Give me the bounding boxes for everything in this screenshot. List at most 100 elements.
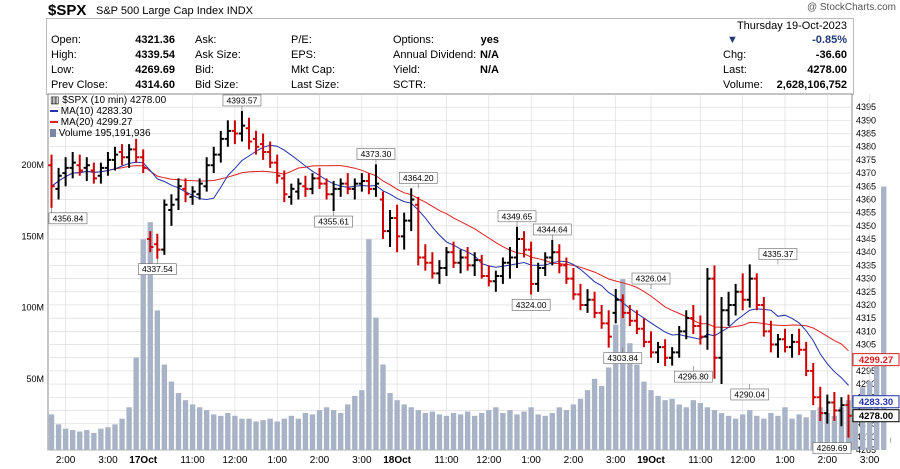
price-tick-label: 4295 — [856, 366, 876, 376]
volume-bar — [443, 415, 450, 450]
annotation-label: 4326.04 — [636, 274, 667, 284]
ma10-line — [51, 144, 849, 386]
volume-bar — [761, 418, 767, 450]
ohlc-bar — [238, 110, 246, 142]
quote-panel: Open: 4321.36 High: 4339.54 Low: 4269.69… — [46, 18, 854, 95]
volume-bar — [782, 407, 788, 450]
ohlc-bar-stroke — [534, 262, 542, 292]
volume-bar — [112, 424, 118, 450]
volume-bar — [549, 412, 555, 450]
exchange-label: INDX — [226, 5, 253, 17]
ohlc-bar-stroke — [753, 273, 760, 311]
low-value: 4269.69 — [135, 64, 175, 76]
x-tick-label: 1:00 — [521, 455, 541, 466]
ohlc-bar-stroke — [711, 265, 718, 379]
ohlc-bar — [104, 152, 112, 176]
ohlc-bar-stroke — [612, 289, 619, 324]
price-tick-label: 4265 — [856, 445, 876, 455]
annotation-label: 4269.69 — [817, 443, 848, 453]
ohlc-bar-stroke — [838, 397, 845, 427]
ohlc-bar — [288, 183, 295, 205]
ohlc-bar-stroke — [542, 252, 549, 276]
annotation-label: 4393.57 — [227, 95, 258, 105]
volume-tick-label: 200M — [21, 160, 44, 170]
ohlc-bar-stroke — [330, 181, 337, 212]
x-tick-label: 2:00 — [310, 455, 330, 466]
price-tick-label: 4370 — [856, 168, 876, 178]
ohlc-bar-stroke — [795, 328, 803, 356]
ohlc-bar — [605, 310, 612, 348]
ohlc-bar — [810, 362, 817, 406]
ohlc-bar-stroke — [48, 154, 55, 208]
eps-label: EPS: — [291, 49, 317, 61]
ohlc-bar — [295, 178, 302, 200]
ohlc-bar-stroke — [316, 167, 323, 189]
ohlc-bar — [570, 268, 577, 300]
price-tick-label: 4345 — [856, 234, 876, 244]
open-value: 4321.36 — [135, 34, 175, 46]
ohlc-bar-stroke — [189, 186, 196, 205]
annotation-label: 4337.54 — [142, 264, 173, 274]
ohlc-bar-stroke — [732, 283, 739, 316]
price-tick-label: 4355 — [856, 208, 876, 218]
ohlc-bar-stroke — [351, 178, 358, 200]
volume-bar — [662, 400, 668, 450]
volume-bar — [563, 410, 570, 450]
ohlc-bar-stroke — [62, 157, 69, 187]
volume-bar — [838, 407, 845, 450]
price-tick-label: 4330 — [856, 274, 876, 284]
ohlc-bar-stroke — [154, 233, 161, 259]
ohlc-bar-stroke — [598, 304, 605, 329]
chg-value: -36.60 — [815, 49, 847, 61]
ohlc-bar-stroke — [570, 268, 577, 300]
volume-bar — [648, 390, 654, 450]
price-tick-label: 4325 — [856, 287, 876, 297]
ohlc-bar-stroke — [633, 310, 641, 334]
ohlc-bar-stroke — [132, 138, 140, 163]
ohlc-bar-stroke — [781, 328, 789, 353]
down-arrow-icon: ▼ — [727, 34, 738, 46]
ohlc-bar — [640, 318, 648, 348]
annotation-box — [356, 148, 396, 160]
legend-price-text: $SPX (10 min) 4278.00 — [62, 95, 167, 106]
volume-bar — [704, 407, 711, 450]
ohlc-bar-stroke — [386, 210, 394, 247]
ohlc-bar — [739, 273, 746, 311]
ohlc-bar-stroke — [556, 244, 563, 274]
volume-bar — [570, 404, 577, 450]
x-tick-label: 12:00 — [222, 455, 247, 466]
ohlc-bar-stroke — [400, 212, 408, 250]
ohlc-bar — [838, 397, 845, 427]
ohlc-bar-stroke — [415, 196, 422, 266]
annotation-box — [497, 210, 537, 223]
volume-bar — [718, 412, 725, 450]
volume-bar — [591, 378, 598, 450]
annotation-label: 4290.04 — [734, 389, 765, 399]
volume-bar — [154, 310, 160, 450]
volume-bar — [302, 412, 309, 450]
ohlc-bar — [654, 341, 662, 363]
ohlc-bar-stroke — [302, 175, 309, 197]
ohlc-bar — [372, 164, 380, 197]
volume-bar — [189, 404, 196, 450]
ohlc-bar-stroke — [647, 331, 655, 358]
ohlc-bar-stroke — [118, 144, 126, 166]
x-tick-label: 12:00 — [730, 455, 755, 466]
volume-bar — [62, 428, 69, 450]
legend-volume-text: Volume 195,191,936 — [58, 128, 151, 139]
sctr-label: SCTR: — [393, 79, 426, 91]
ohlc-bar — [422, 244, 429, 271]
ohlc-bar-stroke — [274, 154, 281, 184]
ohlc-bar-stroke — [697, 315, 704, 345]
volume-bar — [634, 364, 640, 450]
ohlc-bar — [210, 146, 217, 174]
x-tick-label: 1:00 — [775, 455, 795, 466]
annotation-box — [532, 223, 572, 236]
ohlc-bar — [76, 154, 83, 176]
ohlc-bar — [443, 246, 450, 276]
ohlc-bar-stroke — [372, 164, 380, 197]
volume-bar — [479, 412, 485, 450]
volume-bar — [457, 414, 464, 450]
volume-bar — [373, 317, 379, 450]
volume-bar — [77, 431, 83, 450]
